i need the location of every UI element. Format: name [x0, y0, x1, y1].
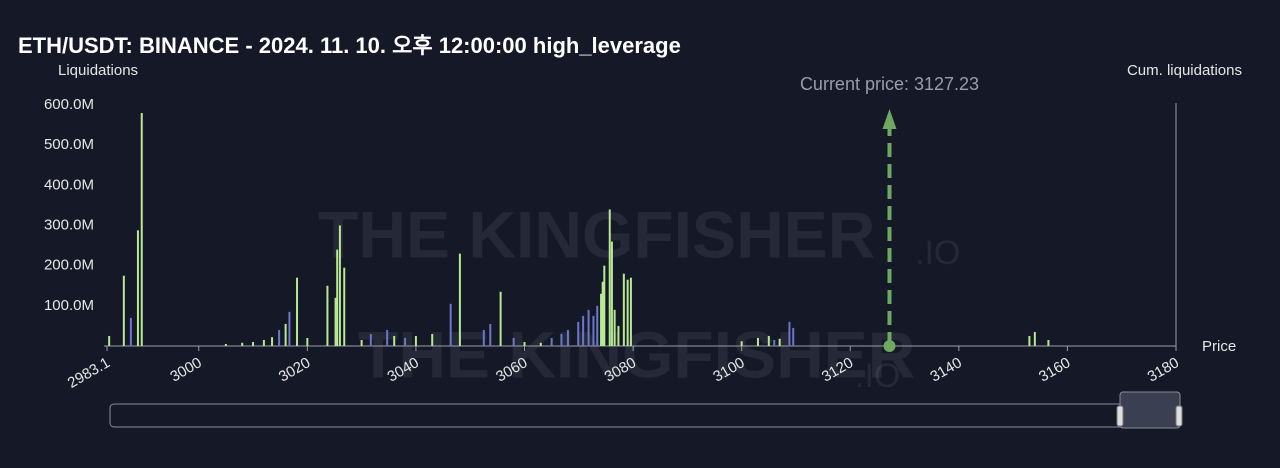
bar	[1028, 335, 1031, 346]
bar	[539, 342, 542, 346]
range-grip[interactable]	[1175, 405, 1183, 427]
y-tick-label: 300.0M	[44, 216, 94, 233]
bar	[601, 281, 604, 346]
bar	[617, 325, 620, 346]
bar	[326, 285, 329, 346]
bar	[449, 303, 452, 346]
x-tick-label: 3140	[927, 354, 964, 385]
bar	[577, 321, 580, 346]
bar	[140, 113, 143, 347]
y-tick-label: 600.0M	[44, 96, 94, 113]
watermark-suffix: .IO	[915, 234, 960, 272]
bar	[596, 305, 599, 346]
bar	[241, 342, 244, 346]
bar	[338, 225, 341, 346]
bar	[334, 297, 337, 346]
bar	[767, 335, 770, 346]
range-slider[interactable]	[109, 403, 1181, 428]
x-axis-label: Price	[1202, 338, 1236, 355]
bar	[271, 337, 274, 346]
bar	[369, 333, 372, 346]
bar	[278, 329, 281, 346]
y-tick-label: 100.0M	[44, 297, 94, 314]
bar	[489, 323, 492, 346]
bar	[306, 337, 309, 346]
bar	[252, 341, 255, 346]
bar	[360, 339, 363, 346]
bar	[296, 277, 299, 346]
bar	[224, 343, 227, 346]
bar	[386, 329, 389, 346]
bar	[1033, 331, 1036, 346]
current-price-arrow	[882, 109, 897, 129]
bar	[622, 273, 625, 346]
bar	[603, 265, 606, 346]
x-tick-label: 3000	[167, 354, 204, 385]
bar	[482, 329, 485, 346]
bar	[608, 209, 611, 346]
bar	[404, 337, 407, 346]
bar	[108, 335, 111, 346]
bar	[343, 267, 346, 346]
range-handle[interactable]	[1119, 391, 1181, 429]
bar	[122, 275, 125, 346]
bar	[788, 321, 791, 346]
x-tick-label: 2983.1	[65, 354, 113, 392]
bar	[414, 335, 417, 346]
bar	[629, 277, 632, 346]
bar	[592, 315, 595, 346]
bar	[600, 293, 603, 346]
bar	[550, 337, 553, 346]
bar	[778, 338, 781, 346]
watermark-suffix: .IO	[855, 357, 900, 395]
y-tick-label: 500.0M	[44, 136, 94, 153]
y-tick-label: 400.0M	[44, 176, 94, 193]
bar	[610, 241, 613, 346]
bar	[773, 339, 776, 346]
bar	[288, 311, 291, 346]
y-tick-label: 200.0M	[44, 257, 94, 274]
chart-title: ETH/USDT: BINANCE - 2024. 11. 10. 오후 12:…	[18, 33, 681, 58]
x-tick-label: 3160	[1036, 354, 1073, 385]
bar	[284, 323, 287, 346]
bar	[1047, 339, 1050, 346]
bar	[336, 249, 339, 346]
watermark: THE KINGFISHER	[318, 197, 875, 271]
current-price-label: Current price: 3127.23	[800, 74, 979, 94]
x-tick-label: 3020	[276, 354, 313, 385]
bar	[431, 333, 434, 346]
x-tick-label: 3180	[1145, 354, 1182, 385]
bar	[523, 341, 526, 346]
bar	[393, 335, 396, 346]
bar	[458, 253, 461, 346]
bar	[756, 337, 759, 346]
bar	[560, 333, 563, 346]
bar	[129, 317, 132, 346]
current-price-marker	[883, 340, 896, 352]
bar	[626, 279, 629, 346]
range-grip[interactable]	[1116, 405, 1124, 427]
bar	[792, 327, 795, 346]
bar	[740, 341, 743, 346]
bar	[499, 291, 502, 346]
y2-axis-label: Cum. liquidations	[1127, 62, 1242, 79]
bar	[512, 337, 515, 346]
bar	[262, 339, 265, 346]
bar	[582, 315, 585, 346]
bar	[613, 309, 616, 346]
bar	[566, 329, 569, 346]
y-axis-label: Liquidations	[58, 62, 138, 79]
bar	[136, 230, 139, 346]
bar	[587, 309, 590, 346]
